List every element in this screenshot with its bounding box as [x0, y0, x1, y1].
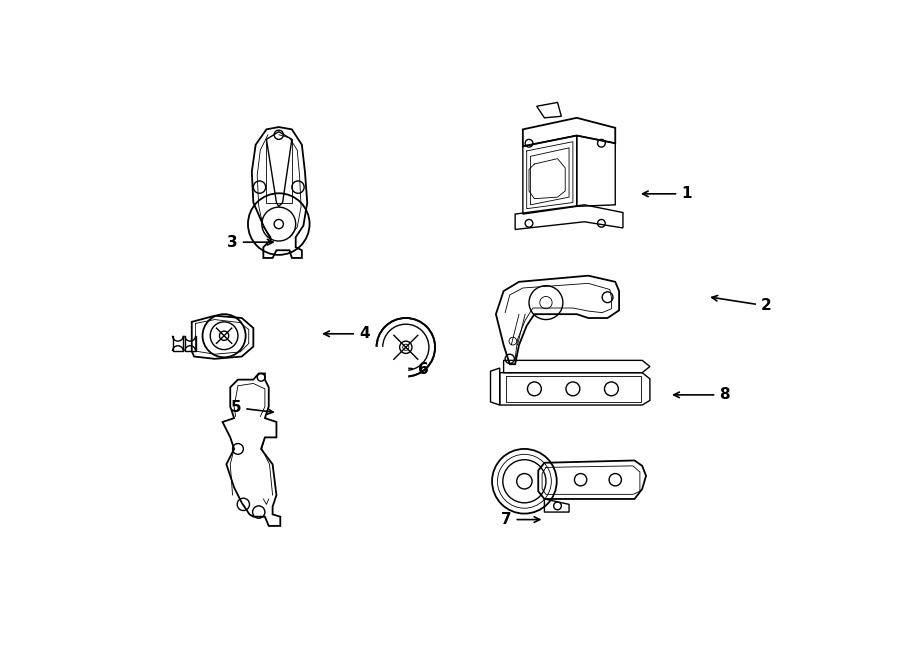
- Text: 5: 5: [230, 400, 273, 415]
- Text: 4: 4: [324, 327, 370, 341]
- Text: 2: 2: [712, 295, 771, 313]
- Text: 1: 1: [643, 186, 692, 202]
- Text: 8: 8: [674, 387, 730, 403]
- Text: 7: 7: [501, 512, 540, 527]
- Text: 6: 6: [393, 362, 428, 377]
- Text: 3: 3: [227, 235, 273, 250]
- Bar: [373, 347, 408, 382]
